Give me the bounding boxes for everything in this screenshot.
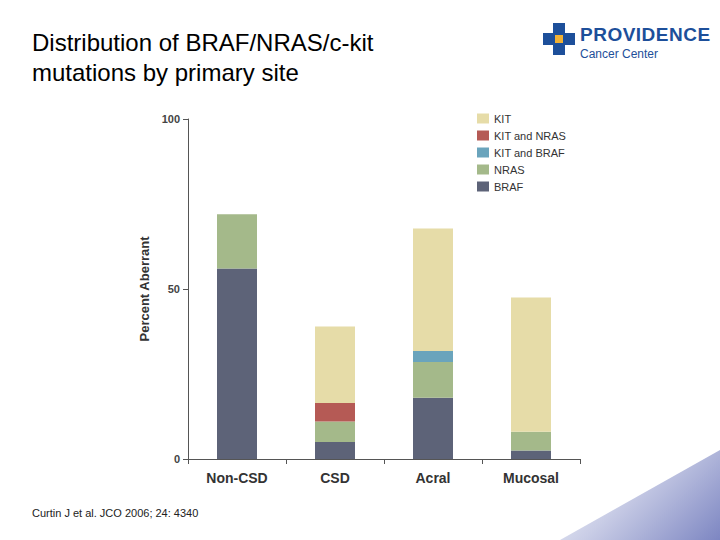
svg-text:Acral: Acral	[415, 470, 450, 486]
svg-text:0: 0	[174, 453, 180, 465]
svg-text:Percent Aberrant: Percent Aberrant	[137, 236, 152, 342]
svg-text:CSD: CSD	[320, 470, 350, 486]
svg-text:KIT and NRAS: KIT and NRAS	[494, 130, 566, 142]
svg-text:KIT and BRAF: KIT and BRAF	[494, 147, 565, 159]
svg-text:BRAF: BRAF	[494, 181, 524, 193]
svg-text:Curtin J et al. JCO 2006; 24:: Curtin J et al. JCO 2006; 24: 4340	[32, 507, 198, 519]
html-text:Cancer Center: Cancer Center	[580, 47, 658, 61]
svg-text:Mucosal: Mucosal	[503, 470, 559, 486]
svg-text:Distribution of BRAF/NRAS/c-ki: Distribution of BRAF/NRAS/c-kit	[32, 29, 374, 56]
svg-text:50: 50	[168, 283, 180, 295]
svg-text:mutations by primary site: mutations by primary site	[32, 59, 299, 86]
svg-text:100: 100	[162, 113, 180, 125]
svg-text:KIT: KIT	[494, 113, 511, 125]
svg-text:Non-CSD: Non-CSD	[206, 470, 267, 486]
html-text:PROVIDENCE: PROVIDENCE	[580, 24, 711, 45]
svg-text:NRAS: NRAS	[494, 164, 525, 176]
